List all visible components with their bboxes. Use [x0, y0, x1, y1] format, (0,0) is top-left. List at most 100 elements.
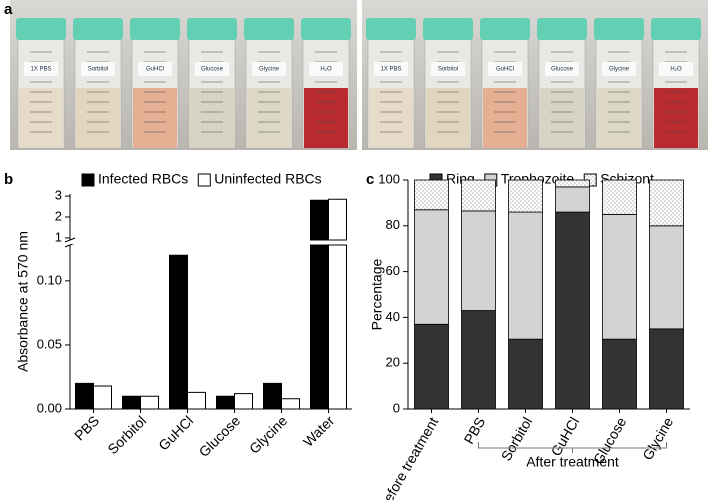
cap	[187, 18, 237, 40]
y-tick-label: 0.10	[37, 272, 62, 287]
liquid	[369, 88, 413, 148]
y-axis-title: Percentage	[369, 258, 385, 330]
bracket	[478, 442, 667, 453]
tube-label-paper	[374, 62, 408, 76]
bar-segment	[414, 179, 449, 211]
tube-label: Sorbitol	[88, 67, 108, 73]
tubes: 1X PBS Sorbitol GuHCl Glucose Glycine H₂O 1X P…	[16, 18, 701, 149]
bar-segment	[555, 179, 590, 188]
liquid	[190, 88, 234, 148]
tube-label-paper	[81, 62, 115, 76]
bar	[328, 198, 347, 410]
cap	[537, 18, 587, 40]
liquid	[426, 88, 470, 148]
tube-label-paper	[24, 62, 58, 76]
tube-label: Glycine	[259, 67, 280, 73]
bar	[187, 391, 206, 410]
cap	[366, 18, 416, 40]
y-tick-label: 100	[378, 171, 400, 186]
bar-segment	[555, 186, 590, 213]
cap	[73, 18, 123, 40]
tube-label-paper	[545, 62, 579, 76]
tube-label: H₂O	[320, 67, 332, 73]
cap	[244, 18, 294, 40]
break-gap	[71, 241, 353, 244]
tube-label-paper	[659, 62, 693, 76]
bar	[169, 254, 188, 410]
axis-break	[64, 237, 76, 243]
bar-segment	[602, 213, 637, 340]
bar	[310, 199, 329, 410]
liquid	[304, 88, 348, 148]
panel-label: c	[366, 171, 374, 188]
bar-segment	[649, 328, 684, 410]
cap	[594, 18, 644, 40]
tube-label-paper	[138, 62, 172, 76]
bar-segment	[461, 210, 496, 311]
cap	[130, 18, 180, 40]
y-tick-label: 0	[393, 400, 400, 415]
y-tick-label: 3	[55, 188, 62, 203]
annotation: After treatment	[526, 454, 619, 470]
x-tick-label: GuHCl	[547, 414, 582, 458]
bar-segment	[508, 211, 543, 340]
panel-label: a	[4, 1, 13, 18]
y-tick-label: 80	[386, 217, 400, 232]
tube-label: Glucose	[551, 67, 574, 73]
bar	[93, 385, 112, 410]
liquid	[76, 88, 120, 148]
liquid	[19, 88, 63, 148]
bar-segment	[649, 179, 684, 227]
x-tick-label: PBS	[460, 414, 488, 446]
bar-segment	[649, 225, 684, 330]
y-tick-label: 60	[386, 263, 400, 278]
liquid	[247, 88, 291, 148]
x-tick-label: Water	[300, 412, 338, 450]
photo-right	[362, 0, 708, 150]
tube-label-paper	[309, 62, 343, 76]
x-tick-label: Before treatment	[375, 414, 441, 500]
bar-segment	[414, 209, 449, 325]
cap	[16, 18, 66, 40]
cap	[651, 18, 701, 40]
tube-label-paper	[195, 62, 229, 76]
bar-segment	[555, 211, 590, 410]
cap	[480, 18, 530, 40]
photo-left	[10, 0, 357, 150]
tube-label: Glycine	[609, 67, 630, 73]
y-tick-label: 0.05	[37, 336, 62, 351]
y-tick-label: 2	[55, 208, 62, 223]
tube-label: Sorbitol	[438, 67, 458, 73]
y-tick-label: 20	[386, 355, 400, 370]
y-tick-label: 1	[55, 229, 62, 244]
tube-label-paper	[602, 62, 636, 76]
tube-label: Glucose	[201, 67, 224, 73]
bar	[122, 395, 141, 410]
bar-segment	[414, 323, 449, 410]
bar	[234, 393, 253, 410]
liquid	[483, 88, 527, 148]
tube-label: GuHCl	[146, 67, 164, 73]
liquid	[597, 88, 641, 148]
x-tick-label: GuHCl	[155, 412, 196, 453]
x-tick-label: Sorbitol	[104, 412, 149, 457]
x-tick-label: Glycine	[246, 412, 290, 456]
tube-label: H₂O	[670, 67, 682, 73]
cap	[301, 18, 351, 40]
bar-segment	[508, 179, 543, 213]
bar-segment	[461, 179, 496, 212]
y-axis-title: Absorbance at 570 nm	[15, 231, 31, 372]
bar-segment	[602, 338, 637, 410]
bar	[263, 382, 282, 410]
bar	[281, 398, 300, 410]
legend-swatch	[197, 173, 211, 187]
legend-swatch	[81, 173, 95, 187]
legend-label: Infected RBCs	[98, 171, 188, 187]
tube-label: 1X PBS	[30, 67, 51, 73]
liquid	[540, 88, 584, 148]
bar	[216, 395, 235, 410]
x-tick-label: PBS	[71, 412, 102, 443]
x-tick-label: Glycine	[639, 414, 676, 463]
tube-label-paper	[488, 62, 522, 76]
